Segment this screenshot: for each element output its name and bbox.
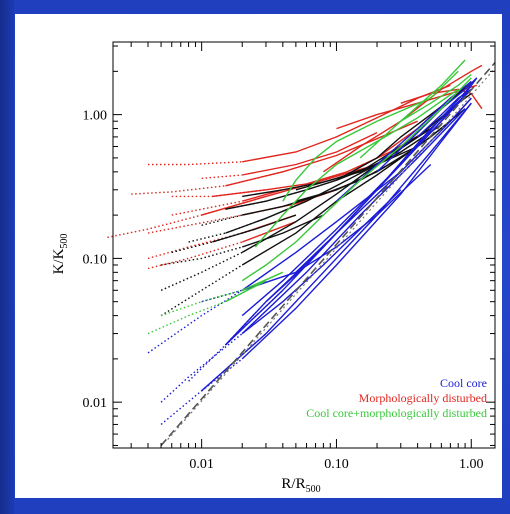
profile-curve-green-45 <box>400 73 472 122</box>
profile-curve-blue-31 <box>241 84 472 317</box>
profile-curve-green-42 <box>254 88 459 248</box>
profile-curve-green-dotted-39 <box>147 280 267 335</box>
profile-curve-blue-dotted-29 <box>201 358 243 392</box>
profile-curve-green-dotted-40 <box>160 289 243 317</box>
reference-lines <box>160 62 496 446</box>
reference-line-dashed-0 <box>160 62 496 446</box>
x-tick-label: 0.01 <box>189 457 214 472</box>
profile-curve-black-dotted-19 <box>160 246 243 266</box>
profile-curve-black-dotted-15 <box>188 217 267 243</box>
profile-curve-blue-36 <box>376 77 478 173</box>
profile-curve-red-dotted-0 <box>148 161 243 166</box>
profile-curve-green-41 <box>241 77 472 282</box>
profile-curve-blue-34 <box>295 77 478 273</box>
profile-curve-blue-38 <box>417 88 472 138</box>
y-tick-label: 1.00 <box>83 109 108 124</box>
profile-curve-blue-28 <box>224 97 472 346</box>
profile-curve-black-dotted-14 <box>160 251 243 291</box>
profile-curve-black-19 <box>241 214 324 248</box>
profile-curve-red-dotted-8 <box>201 174 243 180</box>
profile-curve-black-15 <box>225 151 402 234</box>
profile-curve-green-39 <box>225 280 267 303</box>
y-tick-label: 0.10 <box>83 252 108 267</box>
axes: 0.01 0.10 1.00 0.01 0.10 1.00 <box>83 42 495 472</box>
profile-curves <box>107 59 483 425</box>
profile-curve-green-43 <box>282 70 459 202</box>
profile-curve-blue-27 <box>241 108 466 335</box>
profile-curve-blue-dotted-25 <box>147 289 243 354</box>
plot-area-border <box>112 41 496 449</box>
profile-curve-blue-29 <box>241 102 472 360</box>
profile-curve-red-9 <box>323 64 483 173</box>
profile-curve-red-dotted-4 <box>147 214 243 234</box>
profile-curve-red-2 <box>212 127 432 198</box>
entropy-profile-chart: 0.01 0.10 1.00 0.01 0.10 1.00 K/K500 R/R500 C… <box>51 41 496 495</box>
profile-curve-blue-dotted-32 <box>201 289 243 303</box>
chart-panel: 0.01 0.10 1.00 0.01 0.10 1.00 K/K500 R/R500 C… <box>15 14 502 498</box>
x-tick-label: 1.00 <box>459 457 484 472</box>
legend-entry: Morphologically disturbed <box>359 391 487 405</box>
profile-curve-blue-37 <box>241 189 402 335</box>
profile-curve-black-23 <box>336 80 472 181</box>
profile-curve-blue-dotted-27 <box>160 333 243 403</box>
y-axis-label: K/K500 <box>51 234 70 275</box>
x-tick-label: 0.10 <box>324 457 349 472</box>
profile-curve-red-7 <box>242 189 283 202</box>
profile-curve-black-20 <box>212 214 297 243</box>
legend-entry: Cool core+morphologically disturbed <box>306 406 487 420</box>
x-axis-label: R/R500 <box>281 476 320 495</box>
profile-curve-blue-32 <box>241 163 432 291</box>
y-tick-label: 0.01 <box>83 396 108 411</box>
profile-curve-black-dotted-16 <box>201 214 243 226</box>
slide-background-bar <box>0 0 14 514</box>
profile-curve-blue-26 <box>201 102 472 392</box>
profile-curve-red-dotted-3 <box>107 195 267 239</box>
legend-entry: Cool core <box>440 376 487 390</box>
profile-curve-green-44 <box>359 59 466 159</box>
profile-curve-green-40 <box>241 271 284 291</box>
